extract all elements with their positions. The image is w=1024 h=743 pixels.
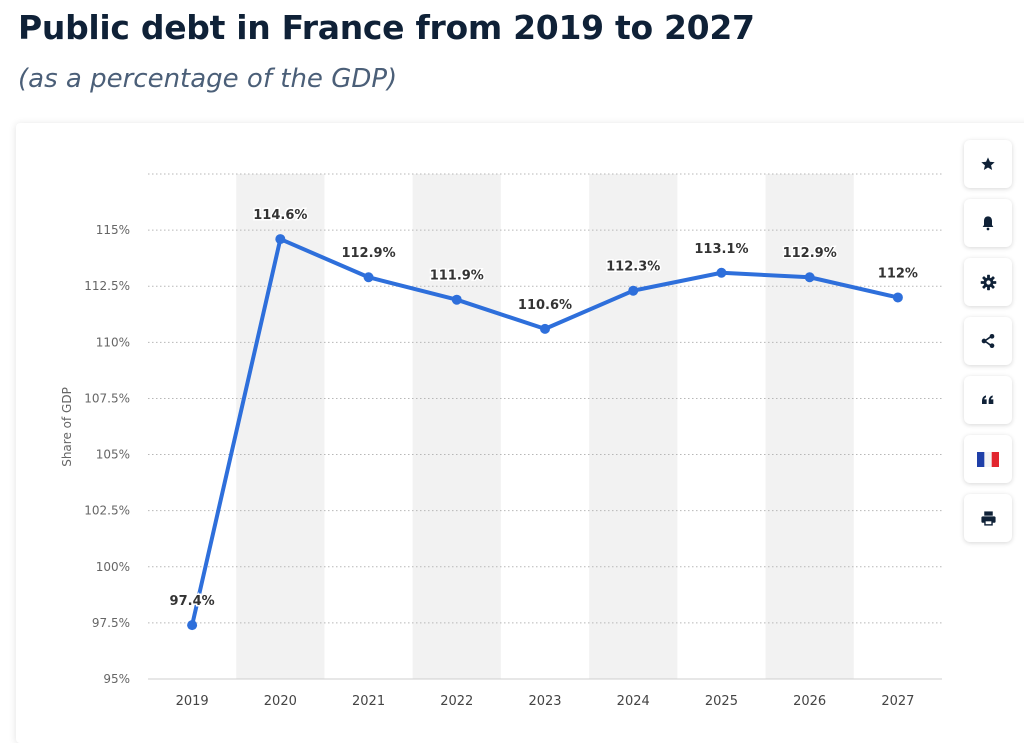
data-point	[892, 292, 903, 303]
data-label: 97.4%	[170, 594, 215, 609]
data-point	[628, 285, 639, 296]
x-tick-label: 2026	[793, 694, 826, 709]
x-tick-label: 2019	[176, 694, 209, 709]
chart-subtitle: (as a percentage of the GDP)	[18, 64, 398, 94]
y-tick-label: 115%	[96, 223, 130, 237]
data-point	[187, 620, 198, 631]
flag-france-icon	[977, 451, 999, 467]
x-tick-label: 2024	[617, 694, 650, 709]
column-band	[589, 174, 678, 679]
x-tick-label: 2025	[705, 694, 738, 709]
data-label: 110.6%	[518, 298, 572, 313]
data-point	[275, 234, 286, 245]
y-axis-title: Share of GDP	[60, 387, 74, 467]
country-button[interactable]	[964, 435, 1012, 483]
y-tick-label: 102.5%	[84, 504, 130, 518]
x-tick-label: 2021	[352, 694, 385, 709]
line-chart: 95% 97.5% 100% 102.5% 105% 107.5% 110% 112.5% 11…	[60, 173, 942, 709]
y-tick-label: 97.5%	[92, 616, 130, 630]
favorite-button[interactable]	[964, 140, 1012, 188]
x-tick-label: 2020	[264, 694, 297, 709]
data-label: 113.1%	[694, 242, 748, 257]
data-label: 112%	[878, 266, 918, 281]
data-point	[363, 272, 374, 283]
print-button[interactable]	[964, 494, 1012, 542]
share-button[interactable]	[964, 317, 1012, 365]
x-tick-label: 2022	[440, 694, 473, 709]
y-tick-label: 100%	[96, 560, 130, 574]
data-label: 112.9%	[783, 246, 837, 261]
gear-icon	[980, 274, 996, 290]
data-label: 114.6%	[253, 208, 307, 223]
column-band	[412, 174, 501, 679]
x-tick-label: 2027	[881, 694, 914, 709]
chart-title: Public debt in France from 2019 to 2027	[18, 8, 755, 47]
data-point	[451, 294, 462, 305]
notification-button[interactable]	[964, 199, 1012, 247]
data-label: 111.9%	[430, 269, 484, 284]
chart-card	[16, 123, 1024, 743]
printer-icon	[980, 510, 996, 526]
cite-button[interactable]	[964, 376, 1012, 424]
y-tick-label: 110%	[96, 335, 130, 349]
data-point	[716, 267, 727, 278]
quote-icon	[982, 395, 994, 404]
x-tick-label: 2023	[528, 694, 561, 709]
bell-icon	[982, 216, 994, 231]
y-tick-label: 105%	[96, 448, 130, 462]
data-point	[540, 323, 550, 334]
share-icon	[981, 334, 995, 348]
column-band	[765, 174, 854, 679]
y-tick-label: 107.5%	[84, 391, 130, 405]
settings-button[interactable]	[964, 258, 1012, 306]
data-point	[804, 272, 815, 283]
y-tick-label: 112.5%	[84, 279, 130, 293]
column-band	[236, 174, 325, 679]
y-tick-label: 95%	[103, 672, 130, 686]
data-label: 112.3%	[606, 260, 660, 275]
star-icon	[981, 157, 995, 170]
data-label: 112.9%	[341, 246, 395, 261]
